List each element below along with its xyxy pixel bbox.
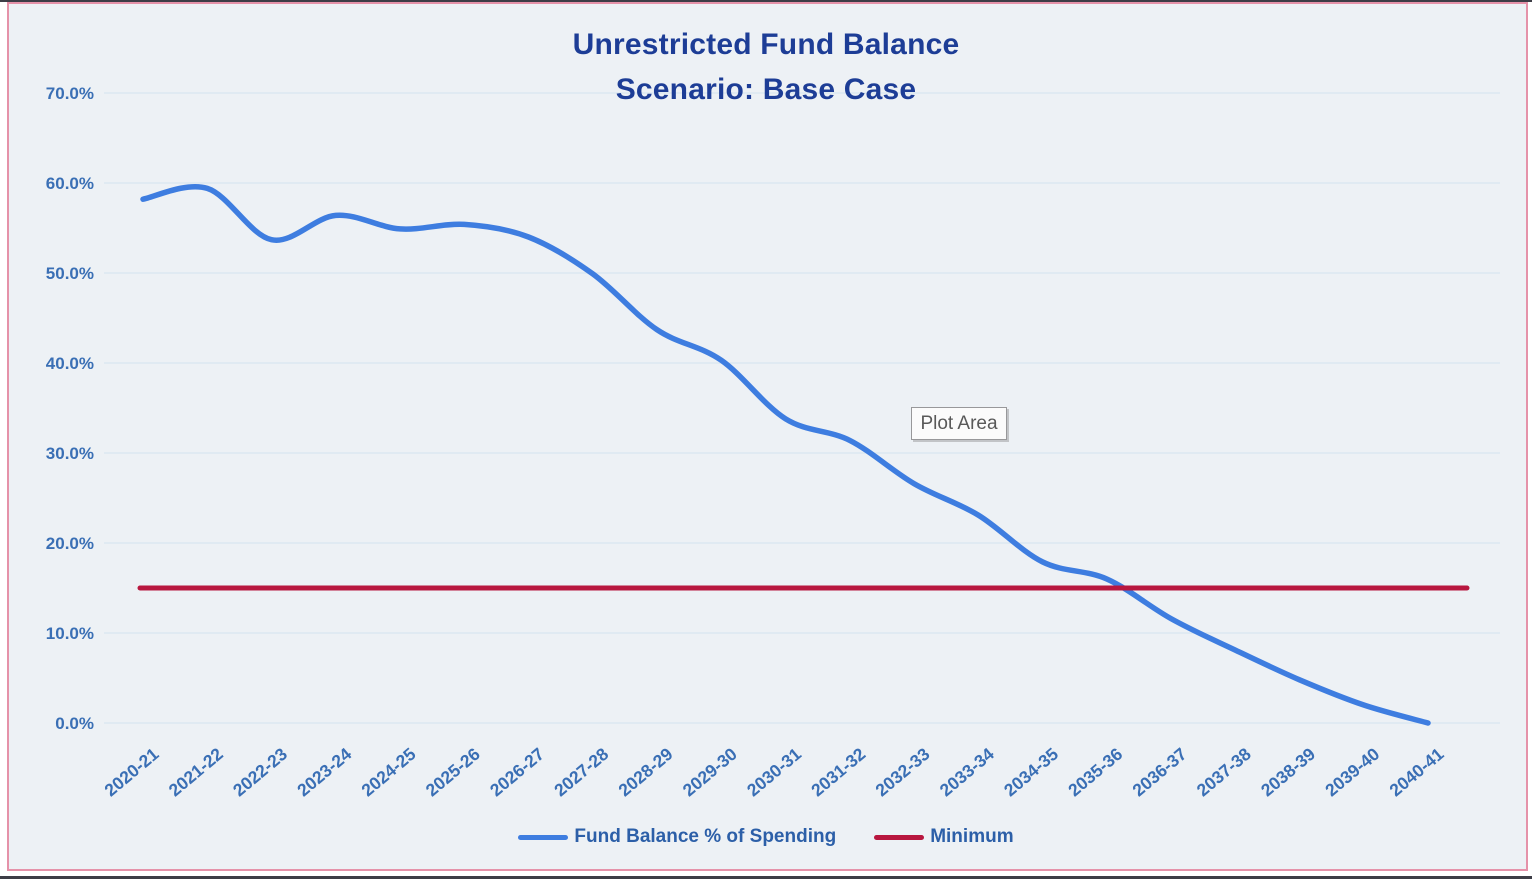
y-axis-tick-label: 40.0% <box>46 354 94 373</box>
x-axis-tick-label: 2040-41 <box>1386 744 1448 801</box>
x-axis-tick-label: 2035-36 <box>1064 744 1126 801</box>
legend-line-swatch-blue <box>518 834 569 840</box>
legend-item-minimum[interactable]: Minimum <box>874 826 1014 848</box>
x-axis-tick-label: 2039-40 <box>1321 744 1383 801</box>
screenshot-bottom-edge <box>0 876 1532 879</box>
legend-line-swatch-red <box>874 834 925 840</box>
x-axis-tick-label: 2025-26 <box>422 744 484 801</box>
x-axis-tick-label: 2028-29 <box>615 744 677 801</box>
y-axis-tick-label: 70.0% <box>46 84 94 103</box>
x-axis-tick-label: 2021-22 <box>165 744 227 801</box>
chart-title-line2: Scenario: Base Case <box>615 73 917 106</box>
x-axis-tick-label: 2038-39 <box>1257 744 1319 801</box>
legend-item-fund-balance[interactable]: Fund Balance % of Spending <box>518 826 836 848</box>
x-axis-tick-label: 2024-25 <box>358 744 420 801</box>
x-axis-tick-label: 2036-37 <box>1129 744 1191 801</box>
x-axis-tick-label: 2031-32 <box>807 744 869 801</box>
x-axis-tick-label: 2034-35 <box>1000 744 1062 801</box>
x-axis-tick-label: 2020-21 <box>101 744 163 801</box>
chart-title: Unrestricted Fund Balance Scenario: Base… <box>0 22 1532 112</box>
x-axis-tick-label: 2030-31 <box>743 744 805 801</box>
x-axis-tick-label: 2032-33 <box>872 744 934 801</box>
y-axis-tick-label: 20.0% <box>46 534 94 553</box>
x-axis-tick-label: 2027-28 <box>550 744 612 801</box>
y-axis-tick-label: 60.0% <box>46 174 94 193</box>
y-axis-tick-label: 50.0% <box>46 264 94 283</box>
x-axis-tick-label: 2023-24 <box>293 744 355 801</box>
chart-border-frame <box>7 2 1528 871</box>
legend-label-fund-balance: Fund Balance % of Spending <box>574 826 837 847</box>
y-axis-tick-label: 10.0% <box>46 624 94 643</box>
chart-title-line1: Unrestricted Fund Balance <box>572 28 960 61</box>
legend-label-minimum: Minimum <box>930 826 1014 847</box>
x-axis-tick-label: 2026-27 <box>486 744 548 801</box>
fund-balance-line[interactable] <box>140 184 1431 726</box>
plot-area-tooltip: Plot Area <box>911 407 1007 440</box>
x-axis-tick-label: 2033-34 <box>936 744 998 801</box>
y-axis-tick-label: 0.0% <box>55 714 94 733</box>
x-axis-tick-label: 2029-30 <box>679 744 741 801</box>
x-axis-tick-label: 2037-38 <box>1193 744 1255 801</box>
chart-legend: Fund Balance % of Spending Minimum <box>0 826 1532 848</box>
y-axis-tick-label: 30.0% <box>46 444 94 463</box>
screenshot-top-edge <box>0 0 1532 2</box>
x-axis-tick-label: 2022-23 <box>229 744 291 801</box>
